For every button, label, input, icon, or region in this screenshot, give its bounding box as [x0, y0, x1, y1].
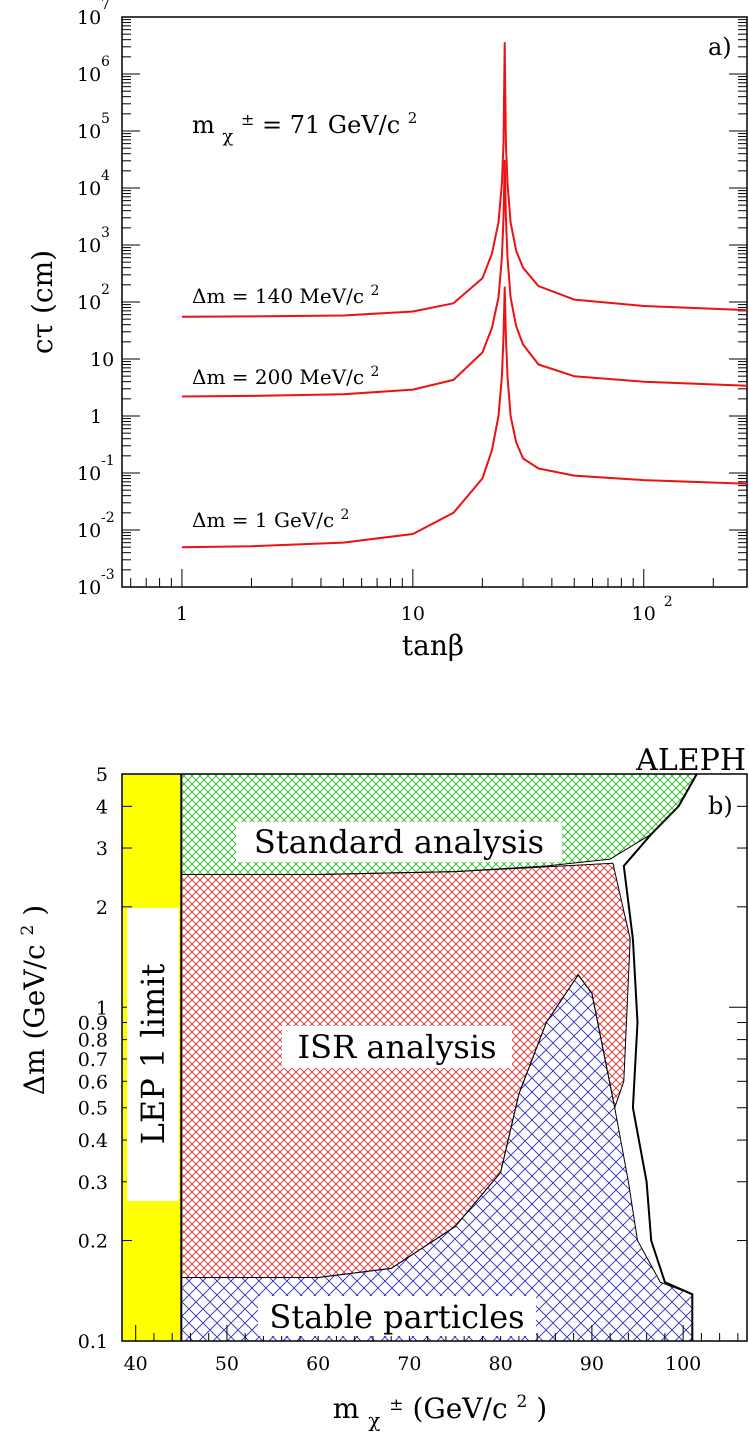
x-tick-label: 70 [397, 1353, 421, 1375]
x-tick-label: 60 [306, 1353, 330, 1375]
y-tick-label: 5 [96, 764, 108, 786]
y-tick-label: 0.7 [78, 1049, 108, 1071]
y-tick-exponent: 6 [101, 54, 110, 70]
y-tick-label: 0.9 [78, 1013, 108, 1035]
panel-a-x-tick-labels: 1 10 10 2 [176, 594, 673, 625]
y-tick-label: 0.8 [78, 1030, 108, 1052]
curve-label-200mev: Δm = 200 MeV/c 2 [192, 364, 379, 389]
curve-series-2 [181, 286, 748, 549]
isr-analysis-label: ISR analysis [298, 1028, 497, 1066]
y-tick-label: 0.2 [78, 1231, 108, 1253]
y-tick-label: 0.6 [78, 1071, 108, 1093]
y-tick-label: 0.4 [78, 1130, 108, 1152]
lep1-limit-label: LEP 1 limit [134, 963, 172, 1144]
y-tick-label: 10 [77, 577, 101, 599]
stable-particles-label: Stable particles [269, 1298, 524, 1336]
panel-b-y-axis-title: Δm (GeV/c 2 ) [7, 905, 51, 1095]
panel-b-x-axis-title: m χ ± (GeV/c 2 ) [333, 1381, 547, 1434]
mass-annotation-sub: χ [222, 126, 233, 147]
panel-b-y-tick-labels: 0.1 0.2 0.3 0.4 0.5 0.60.70.80.91 2 3 4 5 [78, 764, 108, 1353]
y-tick-label: 10 [77, 121, 101, 143]
y-tick-exponent: -3 [101, 567, 115, 583]
y-tick-label: 3 [96, 838, 108, 860]
stable-particles-region [180, 974, 693, 1342]
y-tick-exponent: 3 [101, 225, 110, 241]
y-tick-exponent: 2 [101, 282, 110, 298]
x-tick-exponent: 2 [664, 594, 673, 610]
y-tick-label: 10 [77, 463, 101, 485]
x-tick-label: 10 [401, 603, 425, 625]
panel-b-x-tick-labels: 40 50 60 70 80 90 100 [124, 1353, 702, 1375]
panel-b-label: b) [708, 792, 733, 820]
y-tick-label: 10 [77, 64, 101, 86]
y-tick-exponent: 4 [101, 168, 110, 184]
panel-b-frame [121, 773, 748, 1342]
y-tick-label: 1 [90, 406, 102, 428]
panel-a-y-axis-title: cτ (cm) [26, 250, 59, 354]
x-tick-label: 1 [176, 603, 188, 625]
curve-series-0 [181, 42, 748, 318]
y-tick-label: 1 [96, 997, 108, 1019]
y-tick-exponent: -2 [101, 510, 115, 526]
lep1-limit-label-bg [127, 908, 179, 1201]
mass-annotation-sup: ± [241, 110, 254, 129]
x-tick-label: 80 [489, 1353, 513, 1375]
y-tick-label: 4 [96, 796, 108, 818]
curve-label-140mev: Δm = 140 MeV/c 2 [192, 283, 379, 308]
panel-a-curves [181, 42, 748, 549]
panel-b: 0.1 0.2 0.3 0.4 0.5 0.60.70.80.91 2 3 4 5 40 50 60 7… [7, 743, 748, 1434]
y-tick-exponent: 5 [101, 111, 110, 127]
y-tick-label: 0.3 [78, 1172, 108, 1194]
standard-analysis-label-bg [236, 822, 562, 862]
y-tick-exponent: -1 [101, 453, 115, 469]
x-tick-label: 50 [215, 1353, 239, 1375]
experiment-label: ALEPH [635, 743, 746, 778]
standard-analysis-label: Standard analysis [254, 823, 544, 861]
y-tick-label: 10 [90, 349, 114, 371]
panel-a-label: a) [708, 33, 732, 61]
panel-a-mass-annotation: m χ ± = 71 GeV/c 2 [192, 103, 417, 148]
curve-label-1gev: Δm = 1 GeV/c 2 [192, 507, 349, 532]
x-tick-label: 40 [124, 1353, 148, 1375]
y-tick-label: 10 [77, 520, 101, 542]
y-tick-label: 10 [77, 178, 101, 200]
panel-a-tick-marks [122, 16, 747, 588]
y-tick-exponent: 7 [101, 0, 110, 13]
x-tick-label: 10 [632, 603, 656, 625]
x-tick-label: 100 [665, 1353, 701, 1375]
exclusion-boundary-line [622, 773, 698, 1341]
x-tick-label: 90 [580, 1353, 604, 1375]
y-tick-label: 2 [96, 897, 108, 919]
y-tick-label: 10 [77, 292, 101, 314]
y-tick-label: 10 [77, 235, 101, 257]
stable-particles-label-bg [258, 1296, 536, 1336]
curve-series-1 [181, 159, 748, 398]
y-tick-label: 10 [77, 7, 101, 29]
y-tick-label: 0.1 [78, 1331, 108, 1353]
isr-analysis-label-bg [282, 1026, 512, 1068]
panel-a-x-axis-title: tanβ [402, 629, 464, 662]
y-tick-label: 0.5 [78, 1098, 108, 1120]
